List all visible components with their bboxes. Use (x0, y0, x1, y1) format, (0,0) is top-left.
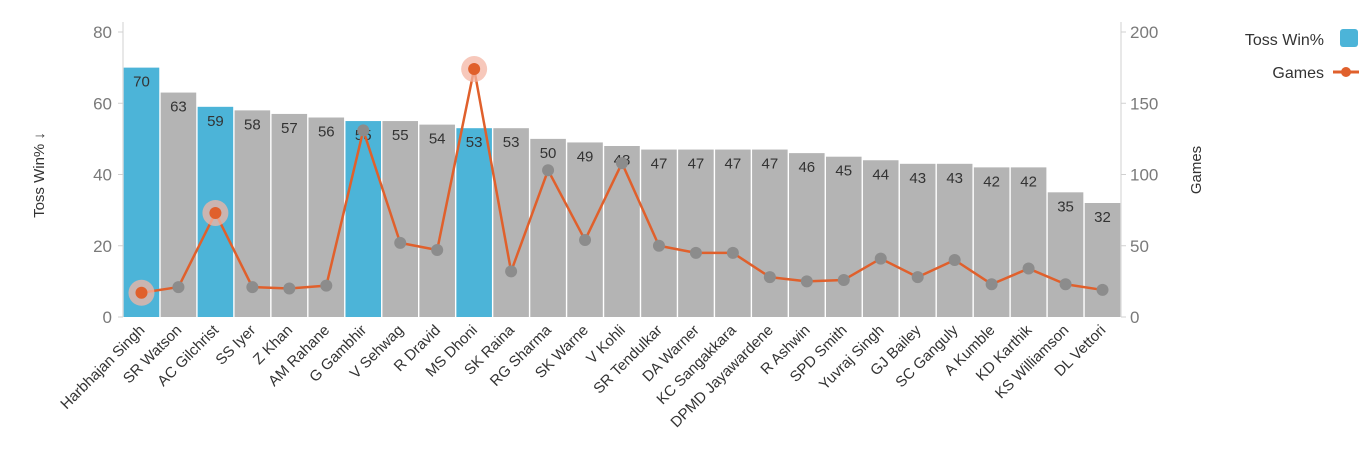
games-point[interactable] (837, 273, 850, 286)
bar-value-label: 35 (1057, 198, 1074, 215)
axes: 0 20 40 60 80 0 50 100 150 200 Toss Win% ↓ Games (31, 22, 1205, 327)
line-layer (128, 56, 1109, 306)
bar-value-label: 53 (466, 134, 483, 151)
y-right-axis-title: Games (1188, 146, 1205, 194)
games-point[interactable] (320, 279, 333, 292)
bar-yuvraj-singh[interactable] (862, 160, 899, 317)
games-point[interactable] (652, 239, 665, 252)
games-point[interactable] (689, 246, 702, 259)
bar-value-label: 46 (798, 159, 815, 176)
bar-r-ashwin[interactable] (789, 153, 825, 317)
y-left-tick-label: 40 (93, 166, 112, 185)
bar-value-label: 32 (1094, 209, 1111, 226)
games-point[interactable] (431, 244, 444, 257)
games-point[interactable] (1096, 283, 1109, 296)
bar-da-warner[interactable] (678, 149, 714, 317)
games-point[interactable] (283, 282, 296, 295)
bar-value-label: 43 (909, 170, 926, 187)
bar-ks-williamson[interactable] (1047, 192, 1084, 317)
bar-dpmd-jayawardene[interactable] (752, 149, 788, 317)
bar-spd-smith[interactable] (825, 156, 862, 317)
bar-sc-ganguly[interactable] (936, 163, 973, 317)
games-point[interactable] (246, 281, 259, 294)
games-point[interactable] (616, 157, 628, 170)
bar-value-label: 49 (577, 148, 594, 165)
bar-value-label: 57 (281, 120, 298, 137)
bar-a-kumble[interactable] (973, 167, 1010, 317)
bar-value-label: 53 (503, 134, 520, 151)
y-right-tick-label: 150 (1130, 94, 1158, 113)
games-point[interactable] (985, 278, 998, 291)
games-point[interactable] (948, 254, 961, 266)
bar-value-label: 59 (207, 113, 224, 130)
bar-value-label: 70 (133, 74, 150, 91)
bar-value-label: 47 (651, 156, 668, 173)
y-right-tick-label: 0 (1130, 308, 1139, 327)
bar-value-label: 63 (170, 99, 187, 116)
bar-kc-sangakkara[interactable] (715, 149, 751, 317)
games-point[interactable] (874, 252, 887, 265)
bars-layer: 7063595857565555545353504948474747474645… (123, 67, 1121, 317)
x-category-label: SS Iyer (212, 322, 259, 369)
games-point[interactable] (468, 63, 481, 76)
bar-value-label: 47 (688, 156, 705, 173)
y-left-tick-label: 80 (93, 23, 112, 42)
bar-ms-dhoni[interactable] (456, 128, 492, 317)
legend: Toss Win% Games (1245, 29, 1359, 82)
games-point[interactable] (209, 206, 222, 219)
games-point[interactable] (135, 286, 148, 299)
legend-swatch-toss-win (1340, 29, 1358, 47)
games-point[interactable] (1022, 262, 1035, 275)
y-left-tick-label: 0 (103, 308, 112, 327)
bar-v-kohli[interactable] (604, 146, 640, 317)
games-point[interactable] (542, 164, 555, 177)
bar-value-label: 58 (244, 116, 261, 133)
bar-r-dravid[interactable] (419, 124, 455, 317)
bar-value-label: 43 (946, 170, 963, 187)
bar-value-label: 56 (318, 124, 335, 141)
bar-value-label: 55 (392, 127, 409, 144)
bar-value-label: 54 (429, 131, 446, 148)
bar-g-gambhir[interactable] (345, 121, 382, 317)
games-point[interactable] (394, 236, 407, 249)
bar-sk-raina[interactable] (493, 128, 529, 317)
y-left-tick-label: 20 (93, 237, 112, 256)
bar-value-label: 47 (725, 156, 742, 173)
y-right-tick-label: 200 (1130, 23, 1158, 42)
bar-sr-watson[interactable] (160, 92, 197, 317)
y-left-axis-title: Toss Win% ↓ (31, 132, 48, 218)
bar-dl-vettori[interactable] (1084, 203, 1121, 317)
bar-kd-karthik[interactable] (1010, 167, 1047, 317)
legend-label-games: Games (1272, 65, 1324, 82)
games-point[interactable] (763, 271, 776, 284)
bar-value-label: 47 (762, 156, 779, 173)
games-point[interactable] (726, 246, 739, 259)
games-point[interactable] (800, 275, 813, 288)
legend-swatch-games-point (1341, 67, 1351, 77)
bar-value-label: 42 (1020, 173, 1037, 190)
bar-sr-tendulkar[interactable] (641, 149, 677, 317)
legend-label-toss-win: Toss Win% (1245, 32, 1324, 49)
y-right-tick-label: 50 (1130, 237, 1149, 256)
games-point[interactable] (579, 234, 592, 247)
bar-value-label: 44 (872, 166, 889, 183)
games-point[interactable] (911, 271, 924, 284)
y-right-tick-label: 100 (1130, 166, 1158, 185)
bar-value-label: 42 (983, 173, 1000, 190)
y-left-tick-label: 60 (93, 94, 112, 113)
bar-gj-bailey[interactable] (899, 163, 936, 317)
bar-v-sehwag[interactable] (382, 121, 419, 317)
bar-value-label: 45 (835, 163, 852, 180)
games-point[interactable] (357, 124, 370, 137)
games-point[interactable] (172, 281, 185, 294)
bar-value-label: 50 (540, 145, 557, 162)
games-point[interactable] (1059, 278, 1072, 291)
bar-harbhajan-singh[interactable] (123, 67, 160, 317)
games-point[interactable] (505, 265, 518, 278)
bar-sk-warne[interactable] (567, 142, 603, 317)
